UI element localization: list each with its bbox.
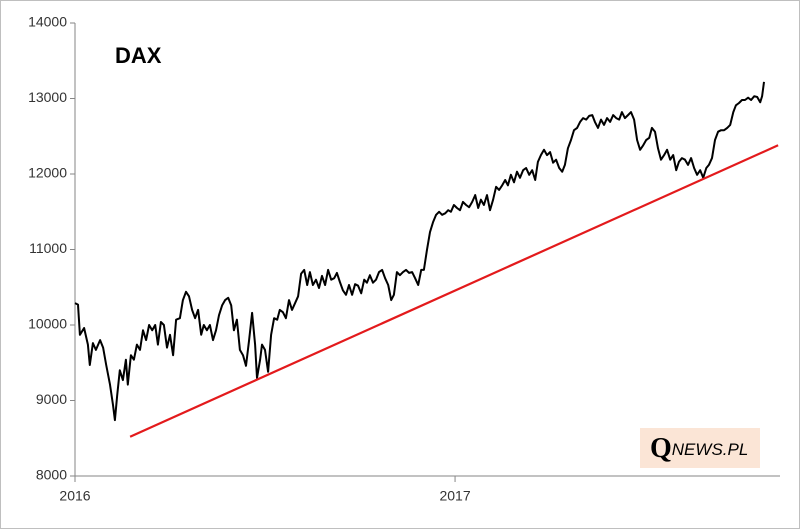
watermark-box: [640, 428, 760, 468]
y-tick-label: 9000: [36, 391, 67, 407]
x-tick-label: 2016: [59, 488, 90, 504]
y-tick-label: 14000: [28, 14, 67, 30]
data-line: [74, 81, 765, 422]
watermark: QNEWS.PL: [650, 433, 748, 464]
y-tick-label: 11000: [29, 240, 67, 256]
chart-title: DAX: [115, 43, 162, 68]
y-tick-label: 13000: [28, 89, 67, 105]
x-tick-label: 2017: [439, 488, 470, 504]
y-tick-label: 10000: [28, 316, 67, 332]
data-line: [129, 144, 779, 438]
y-tick-label: 8000: [36, 467, 67, 483]
watermark-q: Q: [650, 433, 672, 464]
watermark-text: NEWS.PL: [672, 440, 749, 459]
y-tick-label: 12000: [28, 165, 67, 181]
